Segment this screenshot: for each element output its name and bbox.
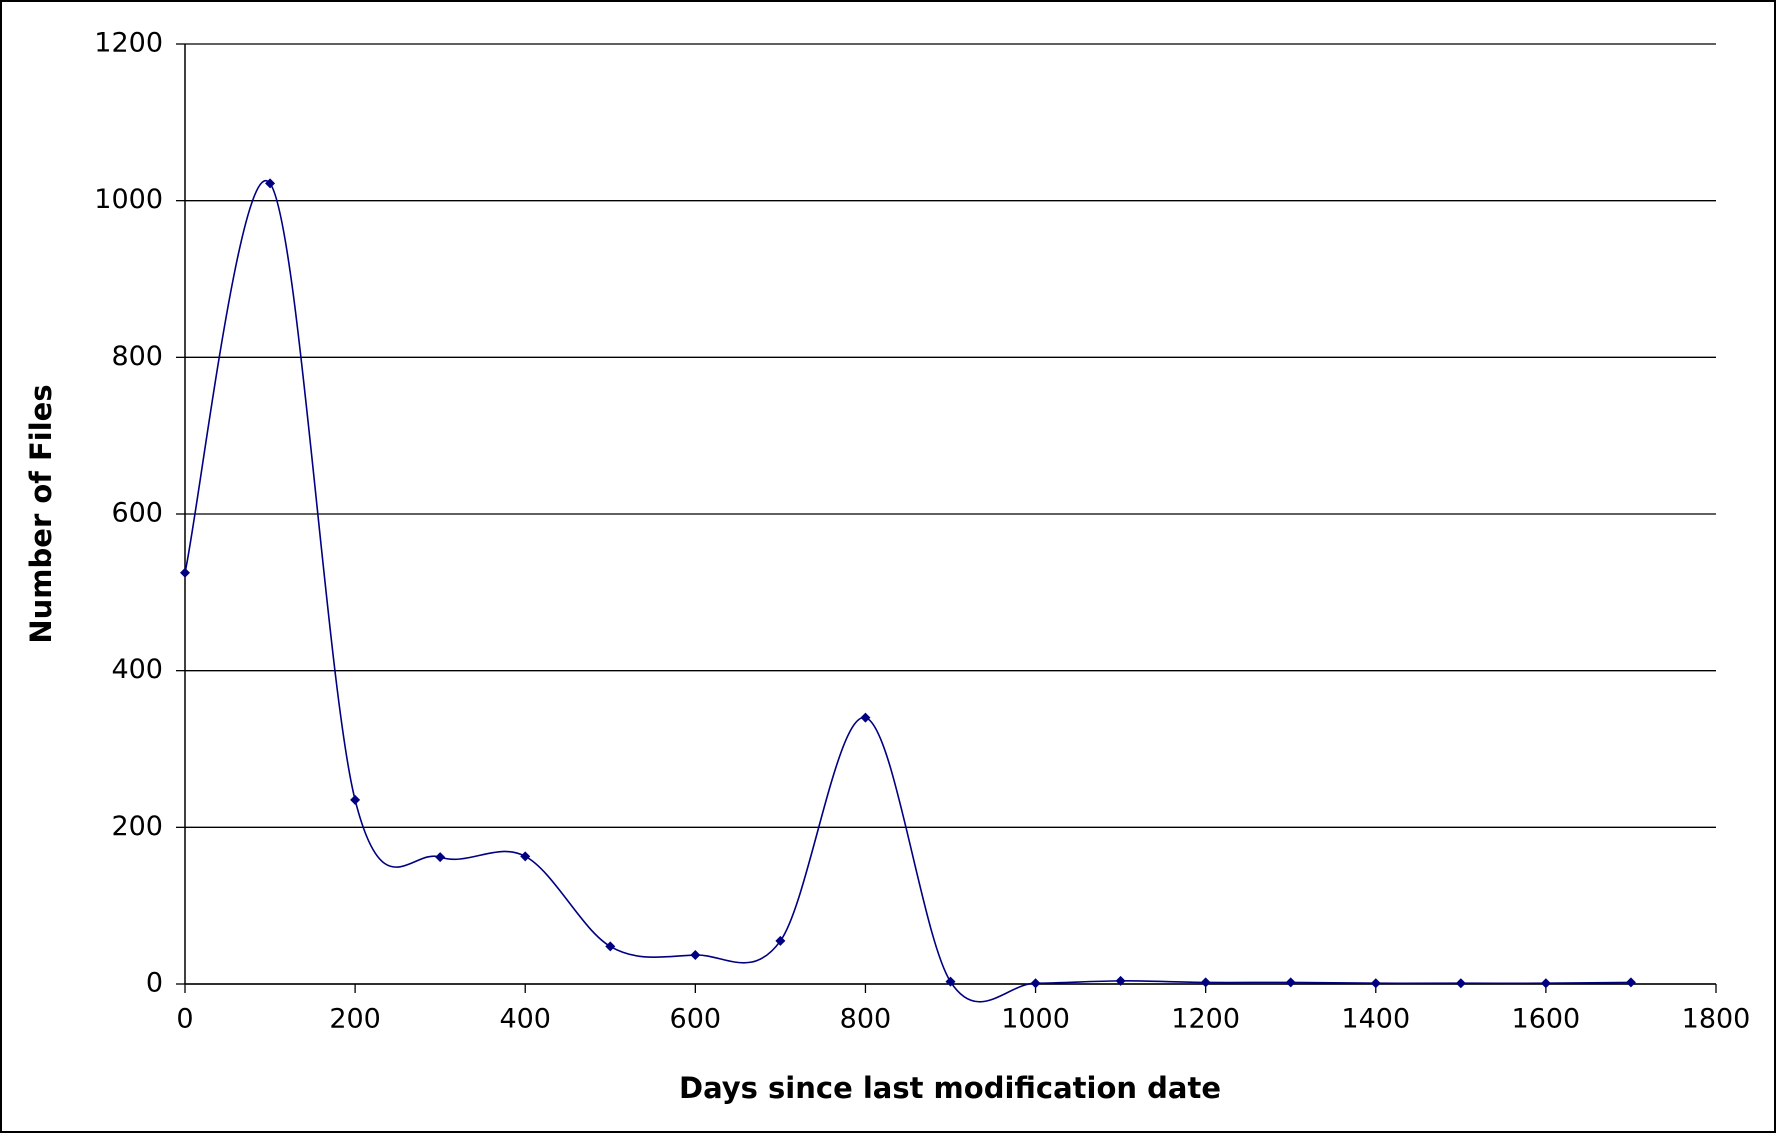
- y-tick-label: 400: [111, 654, 163, 685]
- x-tick-label: 800: [840, 1004, 892, 1035]
- x-tick-label: 400: [499, 1004, 551, 1035]
- data-point: [1625, 977, 1636, 988]
- x-tick-label: 1000: [1001, 1004, 1070, 1035]
- x-tick-label: 600: [670, 1004, 722, 1035]
- data-point: [1455, 978, 1466, 989]
- x-tick-label: 1400: [1341, 1004, 1410, 1035]
- x-tick-label: 0: [176, 1004, 193, 1035]
- y-tick-label: 1200: [94, 28, 163, 59]
- data-point: [1200, 977, 1211, 988]
- data-point: [180, 567, 190, 578]
- data-point: [435, 852, 446, 863]
- data-point: [1115, 975, 1126, 986]
- data-line: [184, 179, 1631, 1003]
- data-point: [860, 712, 871, 723]
- data-point: [265, 178, 276, 189]
- data-point: [945, 976, 956, 987]
- x-axis-title: Days since last modification date: [679, 1071, 1221, 1105]
- data-point: [1370, 978, 1381, 989]
- y-axis-title: Number of Files: [24, 384, 58, 643]
- data-point: [520, 851, 531, 862]
- data-point: [1030, 978, 1041, 989]
- x-tick-label: 1600: [1512, 1004, 1581, 1035]
- data-point: [775, 935, 786, 946]
- y-tick-label: 1000: [94, 184, 163, 215]
- data-point: [605, 941, 616, 952]
- x-tick-label: 1200: [1171, 1004, 1240, 1035]
- x-tick-label: 200: [329, 1004, 381, 1035]
- data-point: [1540, 978, 1551, 989]
- y-tick-label: 600: [111, 498, 163, 529]
- x-tick-label: 1800: [1682, 1004, 1751, 1035]
- data-point: [690, 950, 701, 961]
- data-point: [1285, 977, 1296, 988]
- y-tick-label: 800: [111, 341, 163, 372]
- data-point: [350, 794, 361, 805]
- y-tick-label: 200: [111, 811, 163, 842]
- y-tick-label: 0: [146, 968, 163, 999]
